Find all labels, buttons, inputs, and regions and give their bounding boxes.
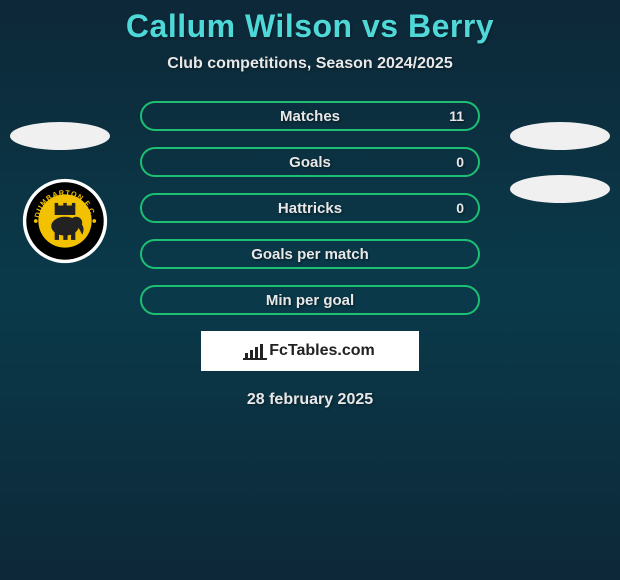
club-badge-placeholder-right <box>510 175 610 203</box>
stat-label: Hattricks <box>278 200 342 217</box>
brand-box[interactable]: FcTables.com <box>201 331 419 371</box>
stat-label: Matches <box>280 108 340 125</box>
stat-row: Goals 0 <box>140 147 480 177</box>
stat-label: Goals <box>289 154 331 171</box>
stat-value: 0 <box>456 200 464 216</box>
stat-row: Min per goal <box>140 285 480 315</box>
stat-label: Goals per match <box>251 246 369 263</box>
subtitle: Club competitions, Season 2024/2025 <box>0 55 620 73</box>
stat-value: 11 <box>449 108 464 124</box>
player-photo-placeholder-right <box>510 122 610 150</box>
stat-row: Hattricks 0 <box>140 193 480 223</box>
stat-row: Goals per match <box>140 239 480 269</box>
stats-list: Matches 11 Goals 0 Hattricks 0 Goals per… <box>140 101 480 315</box>
club-badge-left: DUMBARTON F.C. <box>22 178 108 264</box>
chart-bars-icon <box>245 344 263 358</box>
shield-icon: DUMBARTON F.C. <box>22 178 108 264</box>
stat-label: Min per goal <box>266 292 354 309</box>
stat-value: 0 <box>456 154 464 170</box>
page-title: Callum Wilson vs Berry <box>0 8 620 45</box>
player-photo-placeholder-left <box>10 122 110 150</box>
footer-date: 28 february 2025 <box>0 391 620 409</box>
brand-text: FcTables.com <box>269 342 375 360</box>
stat-row: Matches 11 <box>140 101 480 131</box>
